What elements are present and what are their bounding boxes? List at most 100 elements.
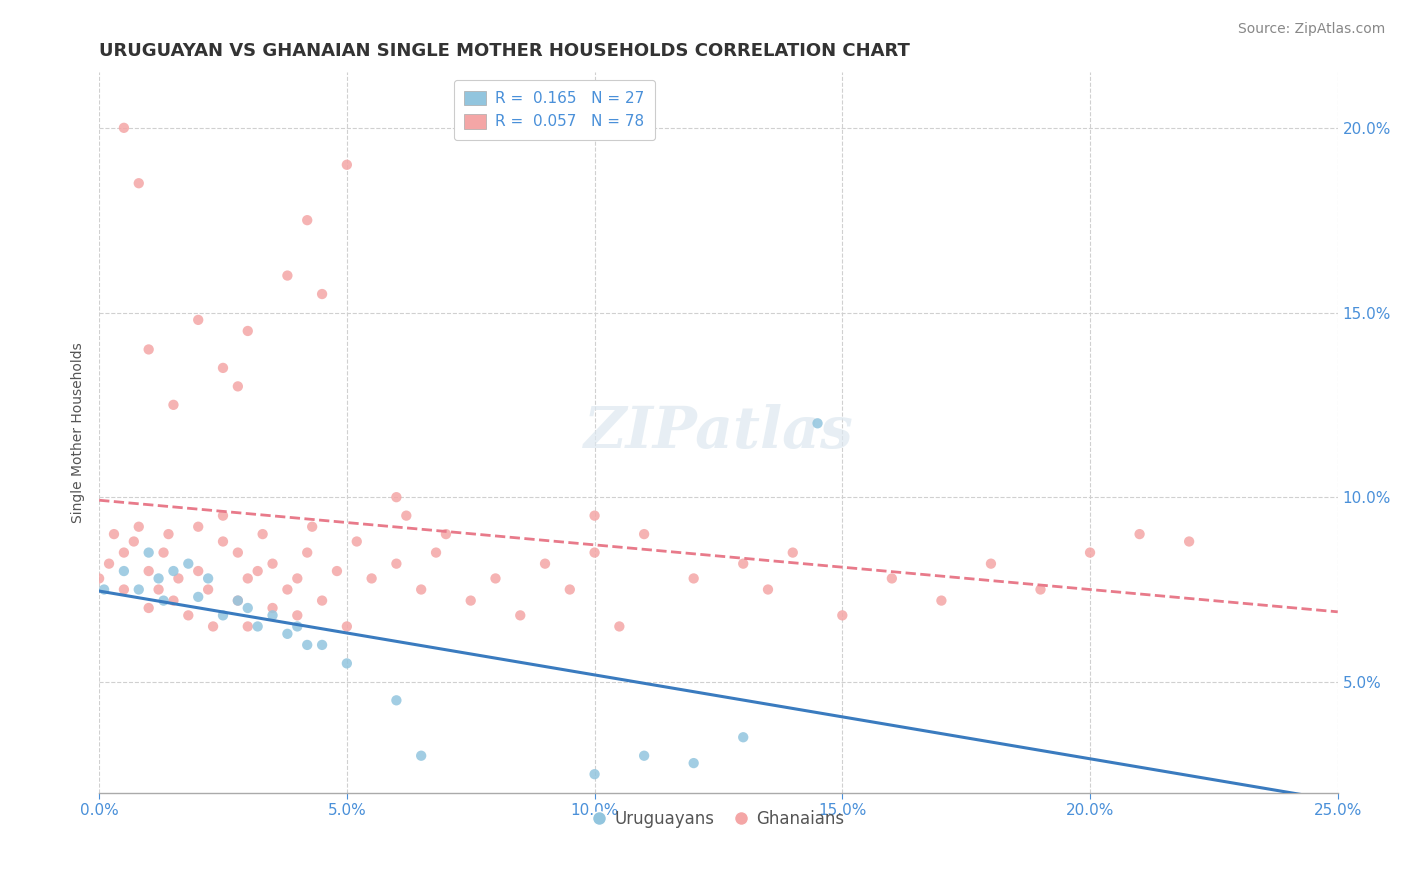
Point xyxy=(385,557,408,571)
Point xyxy=(103,527,125,541)
Point xyxy=(226,379,249,393)
Point xyxy=(187,313,209,327)
Point xyxy=(297,545,319,559)
Point xyxy=(128,519,150,533)
Point xyxy=(138,601,160,615)
Point xyxy=(336,158,359,172)
Point xyxy=(411,582,433,597)
Point xyxy=(385,490,408,504)
Point xyxy=(262,601,284,615)
Point xyxy=(831,608,853,623)
Point xyxy=(138,545,160,559)
Point xyxy=(212,360,235,375)
Point xyxy=(187,564,209,578)
Point xyxy=(128,176,150,190)
Point xyxy=(1078,545,1101,559)
Point xyxy=(152,545,174,559)
Text: ZIPatlas: ZIPatlas xyxy=(583,404,853,461)
Point xyxy=(162,398,184,412)
Point xyxy=(297,213,319,227)
Point xyxy=(246,564,269,578)
Point xyxy=(212,508,235,523)
Point xyxy=(152,593,174,607)
Point xyxy=(534,557,557,571)
Point xyxy=(1029,582,1052,597)
Point xyxy=(395,508,418,523)
Point xyxy=(187,519,209,533)
Point xyxy=(782,545,804,559)
Point xyxy=(177,608,200,623)
Point xyxy=(112,120,135,135)
Point xyxy=(167,571,190,585)
Point xyxy=(89,571,111,585)
Point xyxy=(93,582,115,597)
Point xyxy=(226,545,249,559)
Point xyxy=(583,767,606,781)
Point xyxy=(434,527,457,541)
Point xyxy=(212,608,235,623)
Point xyxy=(1129,527,1152,541)
Point xyxy=(148,571,170,585)
Point xyxy=(226,593,249,607)
Point xyxy=(931,593,953,607)
Point xyxy=(558,582,581,597)
Point xyxy=(128,582,150,597)
Text: Source: ZipAtlas.com: Source: ZipAtlas.com xyxy=(1237,22,1385,37)
Point xyxy=(236,571,259,585)
Point xyxy=(138,564,160,578)
Point xyxy=(980,557,1002,571)
Point xyxy=(98,557,121,571)
Point xyxy=(276,627,298,641)
Point xyxy=(276,582,298,597)
Point xyxy=(276,268,298,283)
Point xyxy=(880,571,903,585)
Point xyxy=(285,619,308,633)
Point xyxy=(262,608,284,623)
Point xyxy=(187,590,209,604)
Point xyxy=(112,564,135,578)
Point xyxy=(346,534,368,549)
Point xyxy=(197,571,219,585)
Point xyxy=(122,534,145,549)
Point xyxy=(682,571,704,585)
Point xyxy=(162,593,184,607)
Point xyxy=(609,619,631,633)
Point xyxy=(112,545,135,559)
Point xyxy=(112,582,135,597)
Point xyxy=(202,619,225,633)
Point xyxy=(252,527,274,541)
Point xyxy=(236,324,259,338)
Point xyxy=(262,557,284,571)
Point xyxy=(226,593,249,607)
Point xyxy=(246,619,269,633)
Point xyxy=(197,582,219,597)
Point xyxy=(633,527,655,541)
Point xyxy=(484,571,506,585)
Point xyxy=(583,545,606,559)
Point xyxy=(162,564,184,578)
Point xyxy=(336,619,359,633)
Point xyxy=(301,519,323,533)
Point xyxy=(236,601,259,615)
Point xyxy=(756,582,779,597)
Point xyxy=(411,748,433,763)
Point xyxy=(633,748,655,763)
Point xyxy=(385,693,408,707)
Point xyxy=(311,593,333,607)
Point xyxy=(212,534,235,549)
Point xyxy=(311,638,333,652)
Point xyxy=(326,564,349,578)
Point xyxy=(177,557,200,571)
Point xyxy=(460,593,482,607)
Text: URUGUAYAN VS GHANAIAN SINGLE MOTHER HOUSEHOLDS CORRELATION CHART: URUGUAYAN VS GHANAIAN SINGLE MOTHER HOUS… xyxy=(100,42,910,60)
Point xyxy=(1178,534,1201,549)
Point xyxy=(360,571,382,585)
Point xyxy=(733,731,755,745)
Point xyxy=(311,287,333,301)
Point xyxy=(682,756,704,771)
Point xyxy=(285,571,308,585)
Point xyxy=(297,638,319,652)
Point xyxy=(148,582,170,597)
Point xyxy=(583,508,606,523)
Point xyxy=(285,608,308,623)
